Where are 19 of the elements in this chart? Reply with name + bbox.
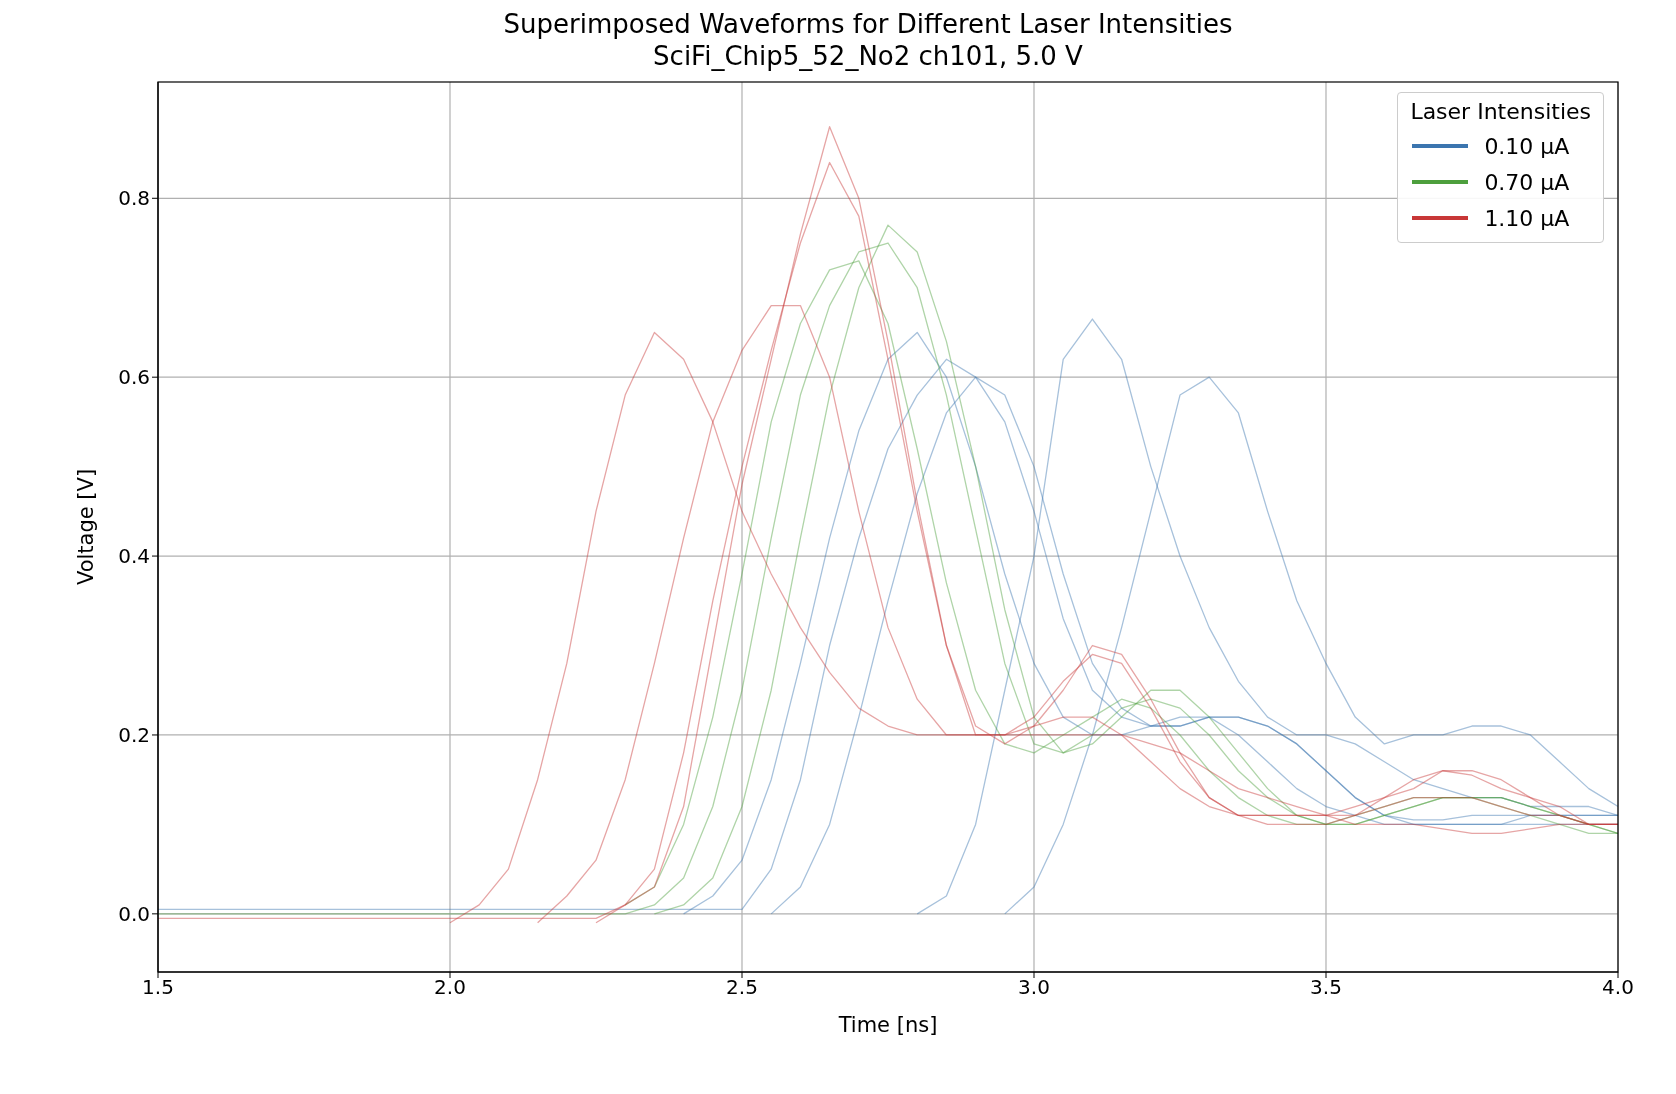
legend-label: 0.10 μA [1484, 133, 1570, 159]
legend-title: Laser Intensities [1410, 99, 1591, 124]
chart-subtitle: SciFi_Chip5_52_No2 ch101, 5.0 V [652, 40, 1084, 72]
legend-label: 1.10 μA [1484, 205, 1570, 231]
x-tick-label: 2.0 [434, 975, 466, 1000]
y-tick-label: 0.6 [118, 365, 150, 390]
chart-title: Superimposed Waveforms for Different Laser Intensities [502, 8, 1234, 40]
x-tick-label: 1.5 [142, 975, 174, 1000]
y-axis-title: Voltage [V] [74, 468, 99, 586]
x-tick-label: 2.5 [726, 975, 758, 1000]
y-tick-label: 0.2 [118, 723, 150, 748]
y-tick-label: 0.4 [118, 544, 150, 569]
y-tick-label: 0.8 [118, 186, 150, 211]
y-tick-label: 0.0 [118, 901, 150, 926]
x-axis-title: Time [ns] [837, 1013, 938, 1037]
legend-label: 0.70 μA [1484, 169, 1570, 195]
x-tick-label: 3.5 [1310, 975, 1342, 1000]
x-tick-label: 3.0 [1018, 975, 1050, 1000]
x-tick-label: 4.0 [1602, 975, 1634, 1000]
